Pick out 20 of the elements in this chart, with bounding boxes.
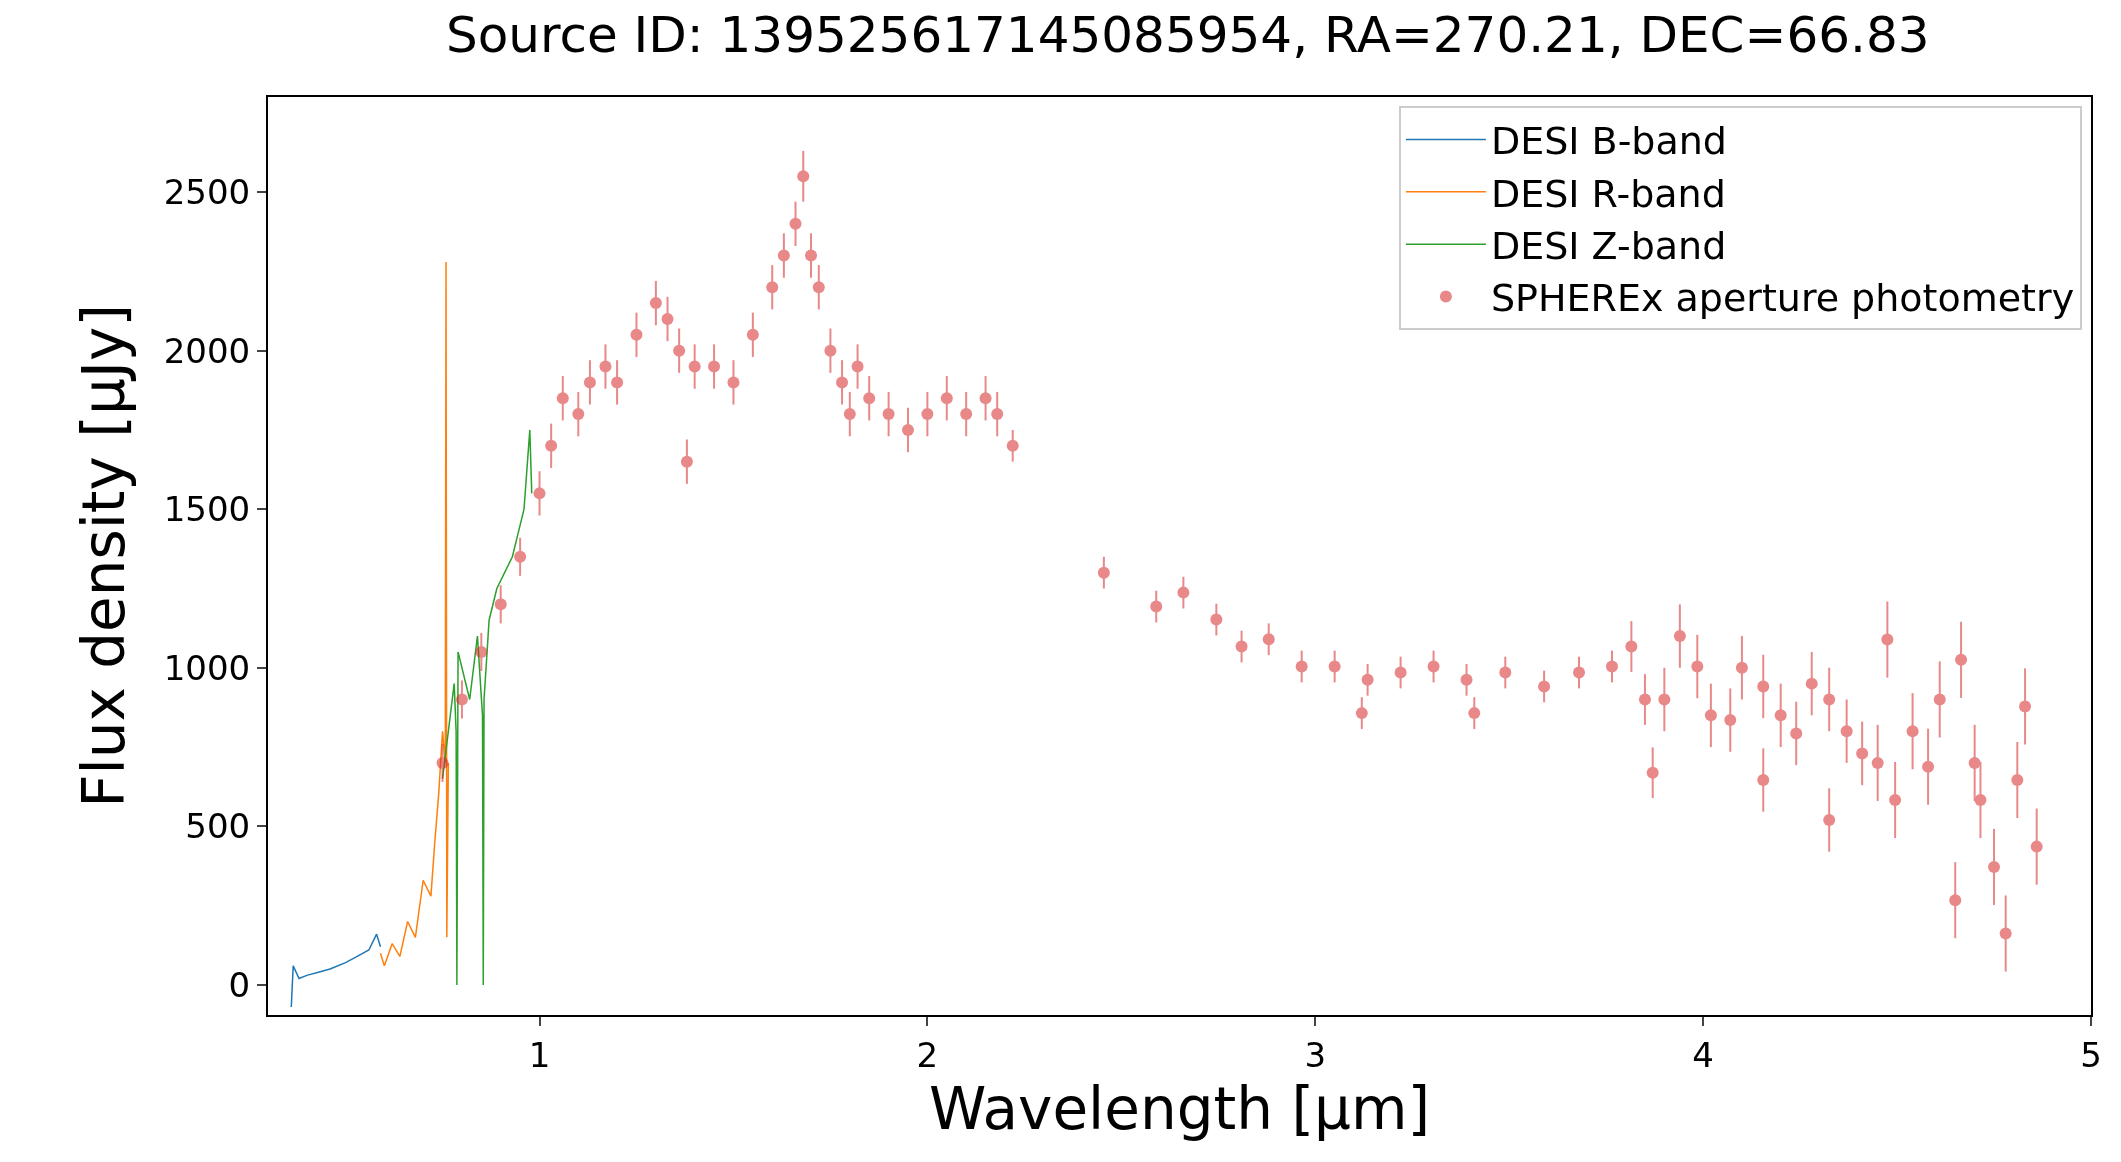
y-tick-label: 0 — [228, 964, 251, 1005]
legend-label: DESI R-band — [1490, 171, 1726, 216]
y-tick-label: 1500 — [163, 489, 251, 530]
x-tick-label: 2 — [916, 1034, 939, 1075]
chart-title: Source ID: 139525617145085954, RA=270.21, DEC=66.83 — [445, 6, 1930, 65]
y-tick-label: 2500 — [163, 172, 251, 213]
legend-label: DESI B-band — [1490, 119, 1727, 164]
y-tick-label: 1000 — [163, 647, 251, 688]
legend-label: SPHEREx aperture photometry — [1490, 276, 2075, 321]
y-tick-label: 2000 — [163, 330, 251, 371]
x-tick-label: 5 — [2080, 1034, 2102, 1075]
y-tick-label: 500 — [185, 806, 251, 847]
y-axis-title: Flux density [µJy] — [70, 304, 139, 808]
legend-label: DESI Z-band — [1490, 224, 1727, 268]
x-tick-label: 3 — [1304, 1034, 1327, 1075]
x-tick-label: 4 — [1692, 1034, 1714, 1075]
line-series — [290, 933, 382, 1008]
line-series — [379, 261, 450, 967]
x-axis-title: Wavelength [µm] — [928, 1074, 1431, 1143]
x-tick-label: 1 — [528, 1034, 551, 1075]
